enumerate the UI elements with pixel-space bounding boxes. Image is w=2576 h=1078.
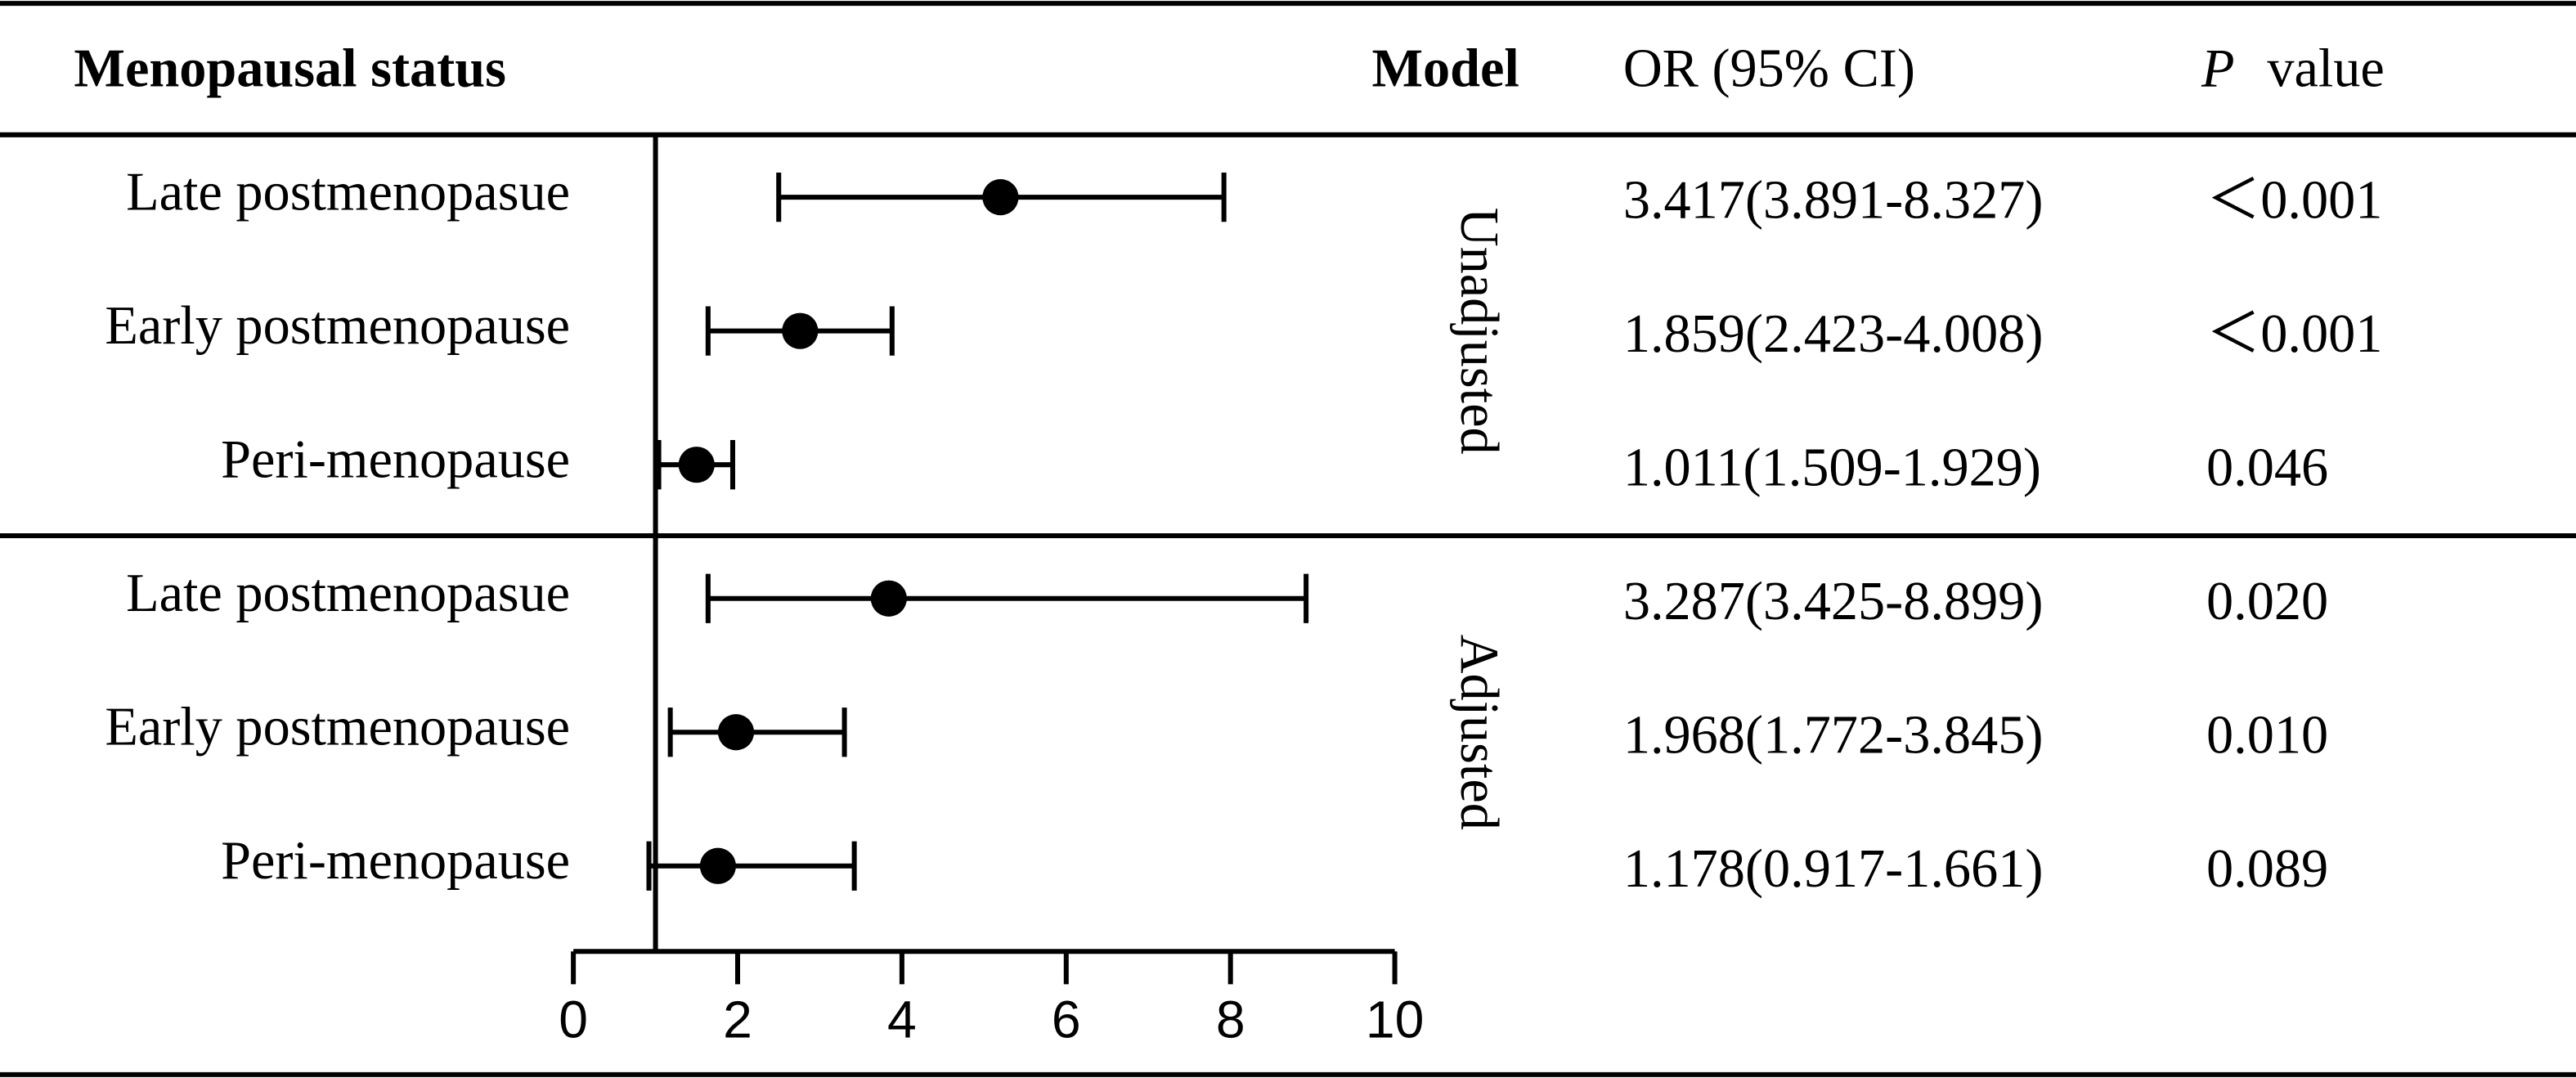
x-tick-label: 10 xyxy=(1366,990,1424,1049)
point-estimate xyxy=(678,447,715,483)
row-label: Early postmenopause xyxy=(105,697,570,757)
header-model: Model xyxy=(1371,39,1519,99)
x-tick-label: 0 xyxy=(559,990,588,1049)
header-p-text: value xyxy=(2267,39,2385,99)
row-label: Peri-menopause xyxy=(221,831,570,891)
p-value: ＜0.001 xyxy=(2206,170,2382,230)
p-value: 0.089 xyxy=(2206,839,2328,899)
x-tick-label: 2 xyxy=(723,990,752,1049)
p-value: 0.046 xyxy=(2206,438,2328,497)
or-ci: 1.011(1.509-1.929) xyxy=(1623,438,2041,497)
header-or: OR (95% CI) xyxy=(1623,39,1915,99)
header-status: Menopausal status xyxy=(74,39,506,99)
model-label: Adjusted xyxy=(1449,635,1509,830)
model-label: Unadjusted xyxy=(1449,208,1509,455)
or-ci: 1.968(1.772-3.845) xyxy=(1623,706,2044,766)
or-ci: 3.287(3.425-8.899) xyxy=(1623,572,2044,631)
row-label: Early postmenopause xyxy=(105,296,570,356)
or-ci: 3.417(3.891-8.327) xyxy=(1623,170,2044,230)
point-estimate xyxy=(717,714,755,751)
point-estimate xyxy=(782,312,819,349)
or-ci: 1.178(0.917-1.661) xyxy=(1623,839,2044,899)
row-label: Late postmenopasue xyxy=(126,162,570,222)
p-value: ＜0.001 xyxy=(2206,304,2382,364)
point-estimate xyxy=(699,847,736,884)
or-ci: 1.859(2.423-4.008) xyxy=(1623,304,2044,364)
p-value: 0.010 xyxy=(2206,706,2328,766)
x-tick-label: 6 xyxy=(1052,990,1081,1049)
row-label: Late postmenopasue xyxy=(126,564,570,623)
x-tick-label: 4 xyxy=(887,990,917,1049)
p-value: 0.020 xyxy=(2206,572,2328,631)
point-estimate xyxy=(982,179,1019,216)
point-estimate xyxy=(870,580,907,617)
x-tick-label: 8 xyxy=(1216,990,1245,1049)
row-label: Peri-menopause xyxy=(221,429,570,489)
header-p-symbol: P xyxy=(2201,39,2235,99)
